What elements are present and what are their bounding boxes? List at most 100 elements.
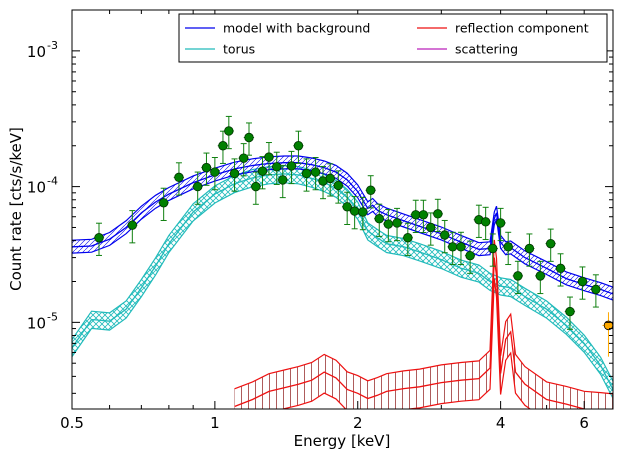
data-point-4 <box>192 171 203 205</box>
data-marker <box>545 238 556 249</box>
data-point-52 <box>590 274 601 308</box>
data-point-11 <box>243 122 255 156</box>
data-marker <box>174 172 184 183</box>
data-marker <box>229 168 240 179</box>
data-point-20 <box>310 157 321 191</box>
y-tick-label: 10 <box>27 179 46 197</box>
reflection-component-upper-line <box>234 239 613 395</box>
legend-label-scattering: scattering <box>455 42 518 57</box>
data-marker <box>418 210 429 220</box>
x-tick-label: 6 <box>579 414 589 432</box>
data-marker <box>358 207 368 217</box>
data-marker <box>403 233 413 243</box>
data-marker <box>392 218 402 228</box>
data-point-46 <box>524 233 535 267</box>
data-point-44 <box>502 231 514 266</box>
data-point-6 <box>209 157 220 191</box>
data-marker <box>349 206 360 216</box>
data-marker <box>264 152 274 162</box>
data-marker <box>524 243 535 254</box>
data-point-30 <box>391 207 403 242</box>
data-point-18 <box>293 130 304 164</box>
data-point-19 <box>301 158 312 192</box>
data-point-28 <box>374 203 385 237</box>
data-marker <box>257 166 268 176</box>
data-marker <box>293 141 304 151</box>
legend-box <box>178 13 608 63</box>
y-tick-exponent: -4 <box>47 175 58 188</box>
x-axis-label: Energy [keV] <box>294 432 391 450</box>
data-marker <box>244 132 254 143</box>
data-point-17 <box>286 150 297 185</box>
legend-label-model-with-background: model with background <box>223 21 370 36</box>
data-point-10 <box>238 143 249 177</box>
data-marker <box>272 162 282 172</box>
data-marker <box>577 276 588 287</box>
data-point-43 <box>495 207 506 242</box>
reflection-component-band <box>234 239 613 409</box>
data-point-8 <box>223 115 234 150</box>
data-point-23 <box>333 170 344 204</box>
data-marker <box>238 153 249 163</box>
data-marker <box>555 263 566 274</box>
data-marker <box>286 161 297 171</box>
torus-upper-line <box>72 165 613 382</box>
data-marker <box>201 162 212 173</box>
data-point-47 <box>535 260 546 295</box>
torus-line <box>72 173 613 390</box>
data-point-2 <box>158 187 169 221</box>
data-point-34 <box>425 212 436 246</box>
data-marker <box>535 271 546 281</box>
data-point-5 <box>201 152 212 186</box>
data-marker <box>210 167 220 177</box>
outlier-point <box>602 312 613 357</box>
data-marker <box>251 181 261 192</box>
data-point-42 <box>487 233 498 267</box>
data-marker <box>591 284 601 295</box>
data-marker <box>488 243 498 254</box>
legend: model with background reflection componen… <box>178 13 608 63</box>
data-point-14 <box>263 142 275 176</box>
data-marker <box>447 242 458 252</box>
data-points-layer <box>93 115 613 357</box>
data-marker <box>192 181 203 192</box>
data-marker <box>94 233 104 243</box>
data-point-12 <box>250 171 261 205</box>
data-point-26 <box>357 196 368 231</box>
data-marker <box>465 250 475 261</box>
torus-band <box>72 165 613 399</box>
data-marker <box>374 214 384 224</box>
data-point-39 <box>464 240 476 274</box>
data-point-22 <box>325 163 336 197</box>
data-marker <box>224 126 234 136</box>
data-point-7 <box>217 130 229 164</box>
y-tick-exponent: -5 <box>47 310 58 323</box>
x-tick-label: 2 <box>353 414 363 432</box>
y-tick-exponent: -3 <box>47 39 58 52</box>
data-point-41 <box>480 206 491 241</box>
data-marker <box>158 198 169 208</box>
y-axis-label: Count rate [cts/s/keV] <box>7 127 25 291</box>
data-point-45 <box>512 260 523 295</box>
data-point-1 <box>127 210 138 244</box>
data-marker <box>342 202 352 212</box>
reflection-component-lower-line <box>280 278 532 409</box>
data-point-24 <box>341 191 353 225</box>
data-marker <box>218 141 228 151</box>
data-marker <box>127 220 138 230</box>
data-point-27 <box>365 175 376 209</box>
data-marker <box>440 230 450 240</box>
plot-frame <box>71 9 614 410</box>
data-point-15 <box>271 151 282 185</box>
data-point-49 <box>555 253 566 287</box>
data-marker <box>433 209 443 219</box>
y-tick-label: 10 <box>27 314 46 332</box>
data-marker <box>278 175 288 185</box>
data-marker <box>310 167 321 177</box>
tick-labels-layer: 0.5 1 2 4 610-510-410-3 <box>27 39 589 432</box>
data-marker <box>503 242 513 252</box>
data-point-35 <box>432 198 443 233</box>
data-point-31 <box>402 222 413 256</box>
data-marker <box>301 168 312 179</box>
x-tick-label: 4 <box>496 414 506 432</box>
